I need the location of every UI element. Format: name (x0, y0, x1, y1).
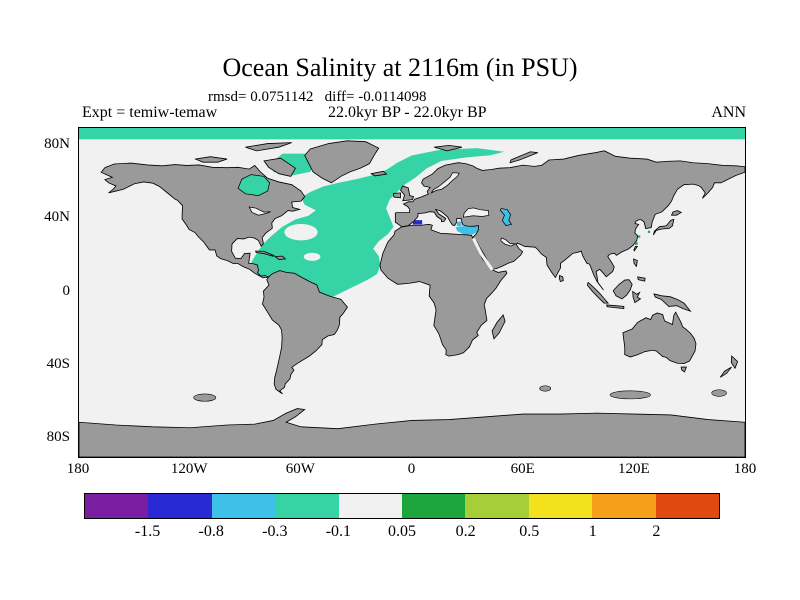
xtick-120w: 120W (170, 461, 208, 477)
island-madagascar (491, 314, 506, 340)
positive-anomaly-speck (635, 242, 638, 245)
great-lakes (248, 206, 271, 216)
xtick-120e: 120E (617, 461, 650, 477)
colorbar-segment (402, 494, 466, 518)
xtick-0: 0 (407, 461, 416, 477)
colorbar-label: 1 (588, 523, 597, 540)
caspian-sea-anomaly (500, 208, 513, 227)
period-label: 22.0kyr BP - 22.0kyr BP (328, 104, 487, 121)
colorbar-label: -0.8 (198, 523, 224, 540)
colorbar-segment (655, 494, 720, 518)
island-sumatra (586, 281, 610, 304)
map-frame (78, 127, 746, 458)
arctic-anomaly-band (79, 128, 745, 140)
island-sri-lanka (558, 274, 564, 283)
black-sea (462, 207, 490, 218)
colorbar-label: -0.3 (262, 523, 288, 540)
colorbar-segment (148, 494, 212, 518)
island-new-zealand-north (730, 355, 739, 370)
island-hispaniola (273, 255, 287, 260)
island-ellesmere (245, 142, 292, 152)
ytick-80n: 80N (44, 136, 70, 152)
ytick-0: 0 (62, 283, 71, 299)
aegean-anomaly (456, 221, 462, 227)
ytick-40s: 40S (46, 356, 70, 372)
southern-ocean-gray-patch (539, 385, 552, 392)
colorbar-segment (528, 494, 593, 518)
experiment-label: Expt = temiw-temaw (82, 104, 218, 121)
positive-anomaly-speck (647, 230, 651, 233)
persian-gulf (500, 237, 517, 247)
positive-anomaly-speck (638, 235, 641, 238)
colorbar-label: -0.1 (325, 523, 352, 540)
continent-south-america (262, 270, 348, 395)
island-java (606, 304, 625, 310)
plot-title: Ocean Salinity at 2116m (in PSU) (222, 53, 578, 82)
colorbar-segment (85, 494, 149, 518)
colorbar-label: -1.5 (134, 523, 161, 540)
world-map (79, 128, 745, 457)
season-label: ANN (711, 104, 746, 121)
red-sea (472, 237, 494, 271)
continent-australia (622, 311, 697, 365)
island-luzon (633, 258, 638, 268)
xtick-180w: 180 (66, 461, 90, 477)
ytick-40n: 40N (44, 209, 70, 225)
colorbar-segment (592, 494, 656, 518)
island-ireland (393, 192, 401, 199)
colorbar-segment (211, 494, 276, 518)
eastern-mediterranean-anomaly (455, 225, 479, 235)
xtick-180e: 180 (733, 461, 757, 477)
colorbar-label: 0.5 (519, 523, 540, 540)
island-victoria (194, 156, 228, 163)
western-mediterranean-anomaly (412, 220, 423, 225)
xtick-60e: 60E (510, 461, 535, 477)
colorbar-segment (275, 494, 339, 518)
gulf-stream-neutral-gap (284, 223, 318, 241)
continent-africa (379, 223, 508, 357)
island-novaya-zemlya (509, 151, 538, 164)
continent-antarctica (79, 408, 745, 457)
colorbar-label: 0.05 (388, 523, 416, 540)
colorbar-segment (465, 494, 529, 518)
island-hokkaido (670, 210, 683, 216)
stats-line: rmsd= 0.0751142 diff= -0.0114098 (208, 89, 427, 105)
island-britain (400, 185, 415, 202)
island-taiwan (633, 245, 639, 252)
southern-ocean-gray-patch (711, 389, 727, 397)
island-iceland (370, 170, 388, 177)
colorbar (84, 493, 720, 519)
colorbar-label: 2 (652, 523, 661, 540)
island-baffin (263, 157, 296, 177)
caribbean-neutral-gap (303, 252, 321, 261)
hudson-bay-anomaly (237, 174, 270, 197)
island-borneo (612, 279, 633, 300)
island-tasmania (680, 366, 687, 373)
baltic-sea (430, 172, 460, 194)
xtick-60w: 60W (285, 461, 315, 477)
continent-eurasia (394, 150, 745, 291)
colorbar-segment (338, 494, 403, 518)
colorbar-label: 0.2 (455, 523, 476, 540)
island-mindanao (637, 276, 646, 282)
island-cuba (255, 250, 275, 257)
island-honshu (653, 218, 675, 236)
southern-ocean-gray-patch (609, 390, 651, 400)
ytick-80s: 80S (46, 429, 70, 445)
island-sulawesi (632, 290, 642, 304)
island-svalbard (434, 144, 463, 152)
island-new-guinea (653, 293, 692, 313)
southern-ocean-gray-patch (193, 393, 217, 402)
island-greenland (304, 140, 380, 184)
island-new-zealand-south (719, 366, 732, 378)
